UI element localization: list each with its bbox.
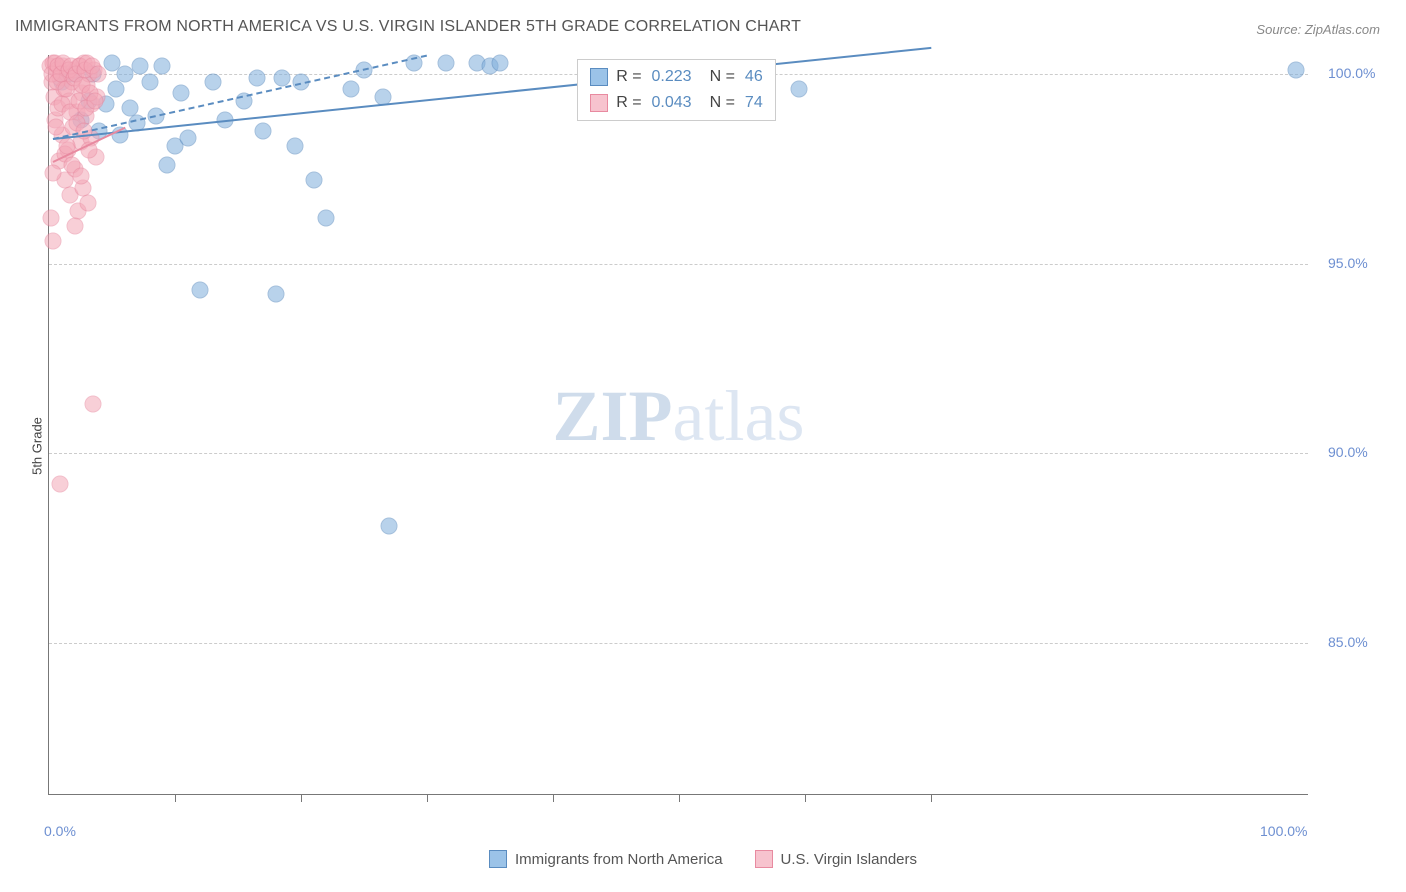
data-point-pink: [42, 210, 59, 227]
stats-n-value-pink: 74: [745, 94, 763, 112]
data-point-pink: [47, 119, 64, 136]
watermark-light: atlas: [673, 376, 805, 456]
x-tick-label: 100.0%: [1260, 823, 1307, 839]
data-point-pink: [51, 475, 68, 492]
data-point-blue: [154, 58, 171, 75]
gridline: [49, 453, 1308, 454]
data-point-pink: [73, 168, 90, 185]
source-prefix: Source:: [1256, 22, 1301, 37]
data-point-blue: [267, 286, 284, 303]
swatch-blue-icon: [489, 850, 507, 868]
plot-area: ZIPatlas: [48, 55, 1308, 795]
stats-n-value-blue: 46: [745, 68, 763, 86]
data-point-blue: [381, 517, 398, 534]
swatch-pink-icon: [755, 850, 773, 868]
data-point-blue: [790, 81, 807, 98]
gridline: [49, 643, 1308, 644]
stats-r-label: R =: [616, 94, 641, 112]
data-point-pink: [89, 65, 106, 82]
data-point-blue: [173, 84, 190, 101]
legend-pink-label: U.S. Virgin Islanders: [781, 851, 917, 868]
watermark: ZIPatlas: [553, 375, 805, 458]
data-point-blue: [255, 122, 272, 139]
stats-row-pink: R = 0.043 N = 74: [590, 90, 763, 116]
data-point-blue: [274, 69, 291, 86]
x-tick: [553, 794, 554, 802]
y-tick-label: 95.0%: [1328, 255, 1368, 271]
x-tick: [931, 794, 932, 802]
legend-blue-label: Immigrants from North America: [515, 851, 723, 868]
data-point-blue: [248, 69, 265, 86]
data-point-pink: [85, 396, 102, 413]
stats-r-label: R =: [616, 68, 641, 86]
data-point-blue: [437, 54, 454, 71]
source-label: Source: ZipAtlas.com: [1256, 22, 1380, 37]
y-axis-label: 5th Grade: [29, 417, 44, 475]
data-point-blue: [179, 130, 196, 147]
gridline: [49, 264, 1308, 265]
watermark-bold: ZIP: [553, 376, 673, 456]
stats-row-blue: R = 0.223 N = 46: [590, 64, 763, 90]
y-tick-label: 90.0%: [1328, 444, 1368, 460]
data-point-blue: [492, 54, 509, 71]
data-point-pink: [86, 92, 103, 109]
x-tick: [805, 794, 806, 802]
x-tick: [301, 794, 302, 802]
data-point-pink: [45, 164, 62, 181]
legend-item-pink: U.S. Virgin Islanders: [755, 850, 917, 868]
data-point-blue: [107, 81, 124, 98]
data-point-blue: [305, 172, 322, 189]
data-point-pink: [66, 217, 83, 234]
data-point-blue: [318, 210, 335, 227]
data-point-pink: [80, 195, 97, 212]
data-point-blue: [1288, 62, 1305, 79]
data-point-blue: [141, 73, 158, 90]
x-tick-label: 0.0%: [44, 823, 76, 839]
legend-item-blue: Immigrants from North America: [489, 850, 723, 868]
chart-title: IMMIGRANTS FROM NORTH AMERICA VS U.S. VI…: [15, 18, 801, 36]
data-point-blue: [204, 73, 221, 90]
y-tick-label: 100.0%: [1328, 65, 1375, 81]
data-point-blue: [159, 157, 176, 174]
stats-n-label: N =: [710, 94, 735, 112]
swatch-pink-icon: [590, 94, 608, 112]
data-point-blue: [131, 58, 148, 75]
legend: Immigrants from North America U.S. Virgi…: [489, 850, 917, 868]
swatch-blue-icon: [590, 68, 608, 86]
stats-r-value-pink: 0.043: [652, 94, 692, 112]
stats-box: R = 0.223 N = 46 R = 0.043 N = 74: [577, 59, 776, 121]
data-point-blue: [192, 282, 209, 299]
x-tick: [679, 794, 680, 802]
stats-r-value-blue: 0.223: [652, 68, 692, 86]
data-point-pink: [44, 232, 61, 249]
data-point-blue: [343, 81, 360, 98]
x-tick: [175, 794, 176, 802]
data-point-blue: [286, 138, 303, 155]
x-tick: [427, 794, 428, 802]
y-tick-label: 85.0%: [1328, 634, 1368, 650]
source-name: ZipAtlas.com: [1305, 22, 1380, 37]
stats-n-label: N =: [710, 68, 735, 86]
